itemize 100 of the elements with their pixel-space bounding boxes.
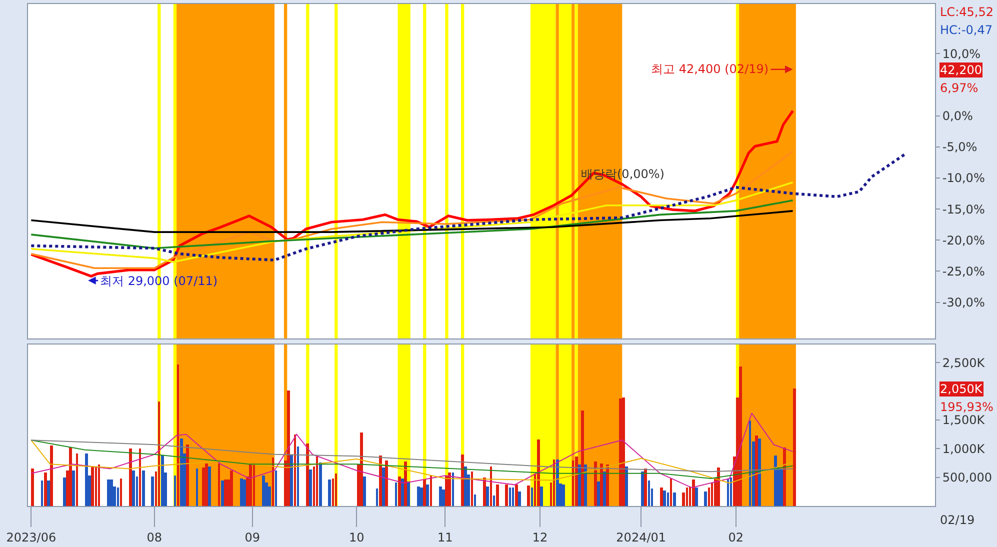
bar: [132, 470, 135, 506]
bar: [202, 467, 205, 506]
bar: [667, 492, 669, 506]
bar: [253, 463, 255, 506]
text: 195,93%: [940, 400, 994, 414]
bar: [490, 466, 492, 506]
bar: [417, 486, 420, 506]
text: 42,200: [940, 63, 982, 77]
bar: [76, 453, 78, 506]
text: LC:45,52: [940, 5, 994, 19]
bar: [509, 487, 511, 506]
bar: [597, 481, 600, 506]
bar: [660, 487, 663, 506]
line-series: [30, 181, 794, 263]
y-tick-label: -20,0%: [942, 233, 985, 248]
bar: [527, 485, 530, 506]
bar: [496, 484, 499, 506]
line-series: [30, 440, 794, 472]
bar: [107, 479, 110, 506]
x-tick-label: 2024/01: [616, 530, 666, 544]
bar: [41, 480, 43, 506]
bar: [540, 486, 543, 506]
bar: [268, 486, 271, 506]
bar: [493, 495, 495, 506]
bar: [47, 480, 50, 506]
bar: [461, 454, 464, 506]
bar: [553, 459, 555, 506]
bar: [69, 447, 72, 506]
bar: [275, 470, 277, 506]
bar: [294, 434, 296, 506]
bar: [600, 463, 603, 506]
bar: [423, 479, 426, 506]
bar: [382, 467, 385, 506]
bar: [749, 420, 751, 506]
bar: [439, 486, 442, 506]
bar: [174, 475, 176, 506]
bar: [622, 397, 625, 506]
bar: [575, 456, 578, 506]
bar: [727, 478, 729, 506]
bar: [85, 453, 88, 506]
bar: [139, 448, 141, 506]
line-series: [30, 210, 794, 233]
bar: [243, 479, 246, 506]
bar: [91, 466, 94, 506]
text: HC:-0,47: [940, 23, 992, 37]
bar: [474, 494, 476, 506]
bar: [648, 480, 650, 506]
bar: [452, 472, 454, 506]
x-tick-label: 10: [349, 530, 364, 544]
y-tick-label: 1,000K: [942, 442, 986, 456]
bar: [95, 466, 97, 506]
bar: [221, 480, 224, 506]
bar: [730, 477, 732, 506]
bar: [774, 455, 777, 506]
bar: [186, 444, 189, 506]
y-tick-label: -10,0%: [942, 171, 985, 186]
x-tick-label: 02: [728, 530, 744, 544]
bar: [120, 478, 122, 506]
bar: [704, 491, 707, 506]
bar: [230, 470, 233, 506]
bar: [335, 473, 337, 506]
y-tick-label: 0,0%: [942, 109, 973, 124]
bar: [505, 484, 508, 506]
bar: [50, 445, 53, 506]
bar: [594, 461, 597, 506]
bar: [670, 478, 672, 506]
bar: [793, 388, 796, 506]
bar: [290, 454, 293, 506]
bar: [686, 487, 688, 506]
bar: [673, 492, 676, 506]
bar: [401, 478, 404, 506]
y-tick-label: 10,0%: [942, 46, 981, 61]
bar: [641, 471, 644, 506]
bar: [407, 481, 410, 506]
bar: [512, 487, 514, 506]
bar: [63, 477, 66, 506]
line-series: [30, 412, 794, 488]
x-tick-label: 09: [244, 530, 260, 544]
bar: [224, 479, 227, 506]
bar: [483, 477, 486, 506]
bar: [783, 447, 786, 506]
bar: [755, 435, 758, 506]
bar: [98, 464, 100, 506]
bar: [158, 401, 160, 506]
x-tick-label: 12: [532, 530, 548, 544]
bar: [398, 476, 401, 506]
bar: [471, 471, 473, 506]
bar: [316, 456, 318, 506]
bar: [218, 463, 220, 506]
bar: [556, 459, 559, 506]
bar: [430, 475, 432, 506]
bar: [240, 478, 243, 506]
bar: [578, 464, 581, 506]
bar: [464, 466, 467, 506]
bar: [379, 455, 382, 506]
bar: [531, 487, 533, 506]
bar: [606, 464, 609, 506]
bar: [360, 432, 363, 506]
bar: [619, 398, 622, 506]
bar: [309, 469, 312, 506]
